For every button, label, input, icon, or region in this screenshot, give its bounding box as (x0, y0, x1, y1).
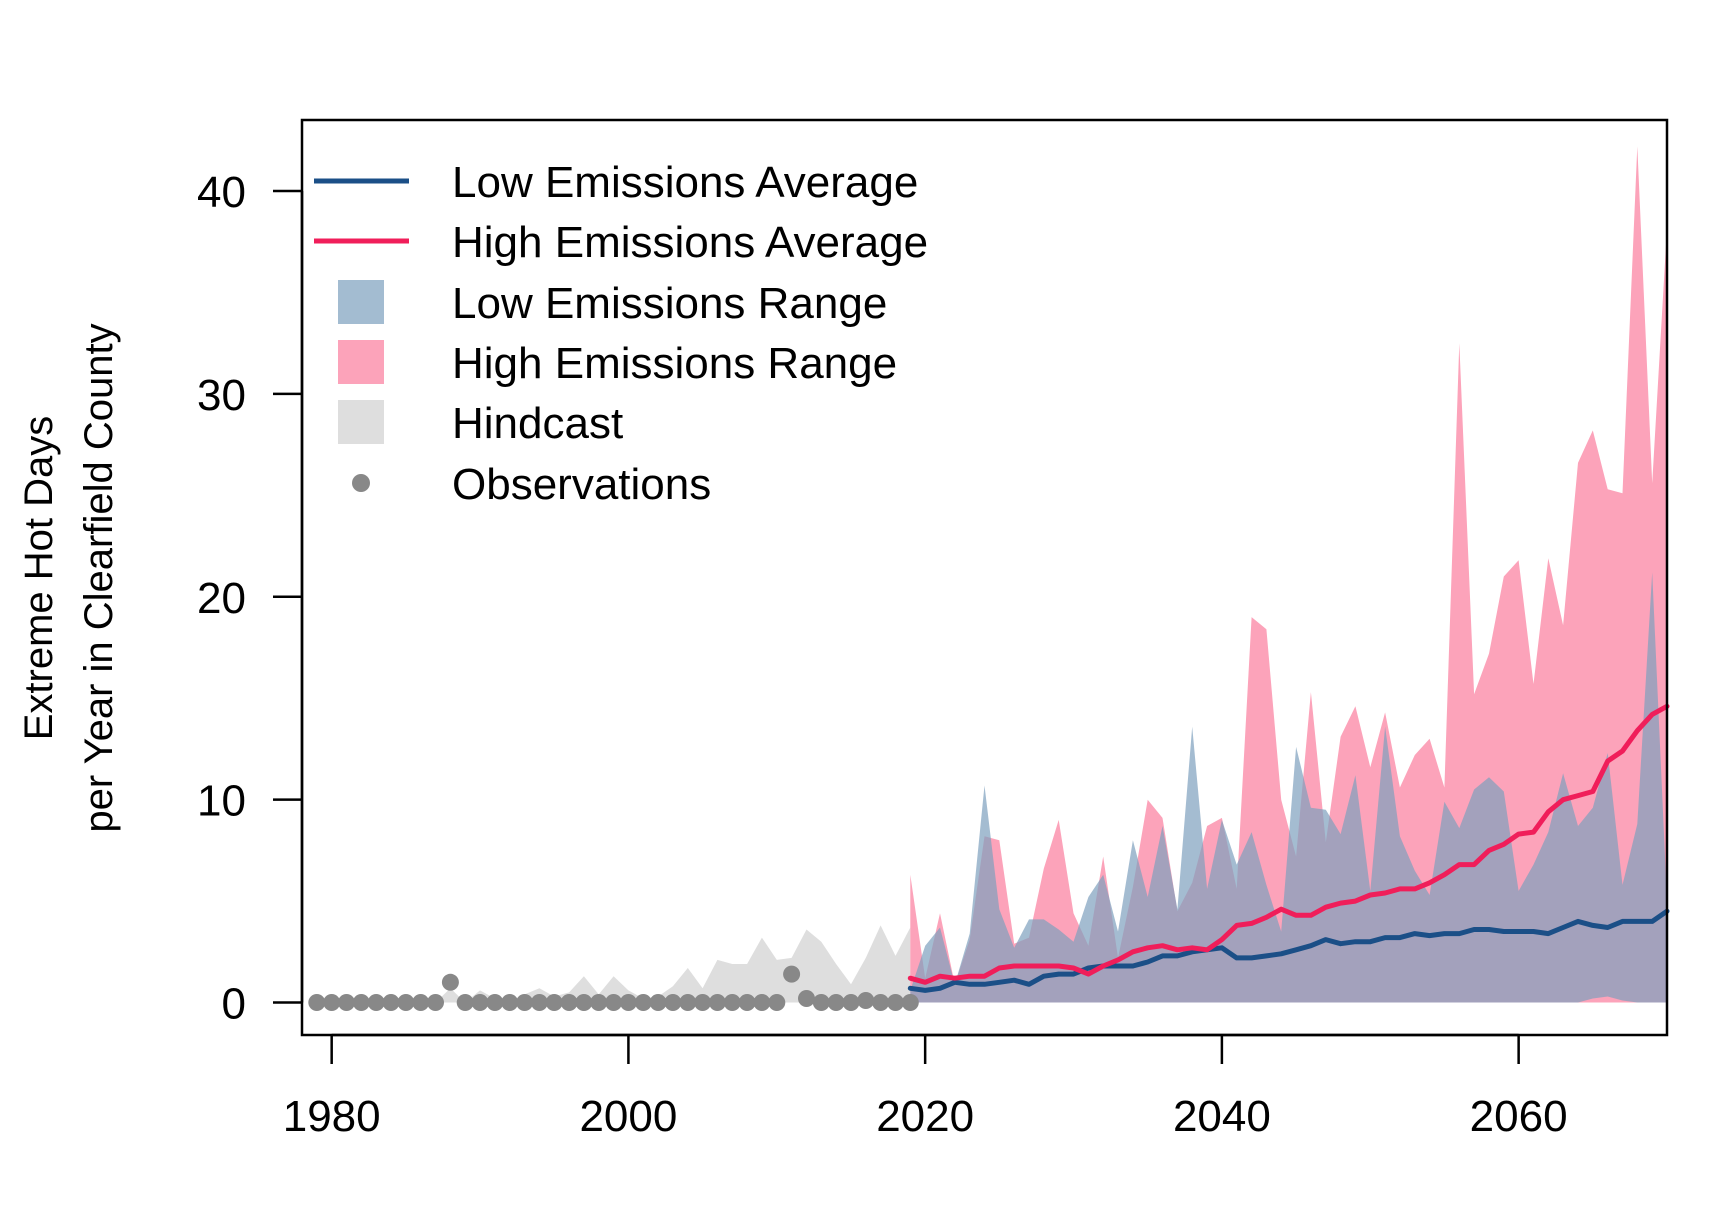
x-axis: 1980 2000 2020 2040 2060 (283, 1033, 1568, 1141)
observation-point (412, 994, 430, 1011)
observation-point (427, 994, 444, 1011)
observation-point (323, 994, 341, 1011)
x-tick-label: 1980 (283, 1092, 381, 1141)
observation-point (827, 994, 845, 1011)
x-tick-label: 2020 (876, 1092, 974, 1141)
observation-point (486, 994, 504, 1011)
observation-point (887, 994, 904, 1011)
observation-point (352, 994, 370, 1011)
observation-point (441, 973, 459, 991)
y-axis-title-line-1: Extreme Hot Days (17, 416, 61, 741)
observation-point (694, 994, 712, 1011)
legend-label-hindcast: Hindcast (452, 399, 623, 448)
legend-swatch-observations (352, 474, 370, 492)
legend-label-high-emissions-range: High Emissions Range (452, 339, 897, 388)
observation-point (857, 992, 875, 1009)
legend-swatch-hindcast (338, 400, 384, 444)
observation-point (382, 994, 400, 1011)
observation-point (545, 994, 563, 1011)
y-axis-title: Extreme Hot Days per Year in Clearfield … (17, 323, 121, 832)
x-tick-label: 2040 (1173, 1092, 1271, 1141)
low-emissions-range-area (910, 572, 1667, 1003)
observation-point (560, 994, 578, 1011)
y-tick-label: 40 (197, 168, 246, 217)
observation-point (664, 994, 682, 1011)
plot-area (308, 146, 1670, 1011)
legend-label-low-emissions-average: Low Emissions Average (452, 158, 918, 207)
observation-point (501, 994, 519, 1011)
observation-point (783, 965, 801, 983)
x-tick-label: 2060 (1470, 1092, 1568, 1141)
observation-point (367, 994, 385, 1011)
observation-point (575, 994, 593, 1011)
observation-point (842, 994, 860, 1011)
legend-swatch-high-emissions-range (338, 340, 384, 384)
observation-point (872, 994, 890, 1011)
y-axis: 0 10 20 30 40 (197, 168, 304, 1029)
observation-point (753, 994, 771, 1011)
y-tick-label: 30 (197, 371, 246, 420)
observation-point (901, 994, 919, 1011)
observation-point (738, 994, 756, 1011)
observation-point (397, 994, 415, 1011)
y-tick-label: 0 (222, 980, 246, 1029)
observation-point (634, 994, 652, 1011)
y-axis-title-line-2: per Year in Clearfield County (77, 323, 121, 832)
y-tick-label: 10 (197, 777, 246, 826)
observation-point (338, 994, 355, 1011)
legend-label-high-emissions-average: High Emissions Average (452, 218, 928, 267)
low-emissions-average-line (907, 908, 1670, 993)
observation-point (619, 994, 637, 1011)
observation-point (812, 994, 830, 1011)
legend: Low Emissions Average High Emissions Ave… (314, 158, 928, 509)
observation-point (723, 994, 741, 1011)
observation-point (456, 994, 474, 1011)
observation-point (471, 994, 489, 1011)
hindcast-range-area (316, 925, 911, 1003)
observation-point (590, 994, 608, 1011)
observation-point (530, 994, 548, 1011)
observation-point (768, 994, 786, 1011)
observation-points (308, 965, 919, 1011)
y-tick-label: 20 (197, 574, 246, 623)
high-emissions-average-line (907, 703, 1670, 985)
observation-point (516, 994, 534, 1011)
observation-point (708, 994, 726, 1011)
legend-label-low-emissions-range: Low Emissions Range (452, 279, 887, 328)
observation-point (649, 994, 667, 1011)
observation-point (798, 990, 815, 1007)
x-tick-label: 2000 (579, 1092, 677, 1141)
legend-swatch-low-emissions-range (338, 280, 384, 324)
observation-point (308, 994, 326, 1011)
observation-point (605, 994, 623, 1011)
legend-label-observations: Observations (452, 460, 711, 509)
observation-point (679, 994, 697, 1011)
